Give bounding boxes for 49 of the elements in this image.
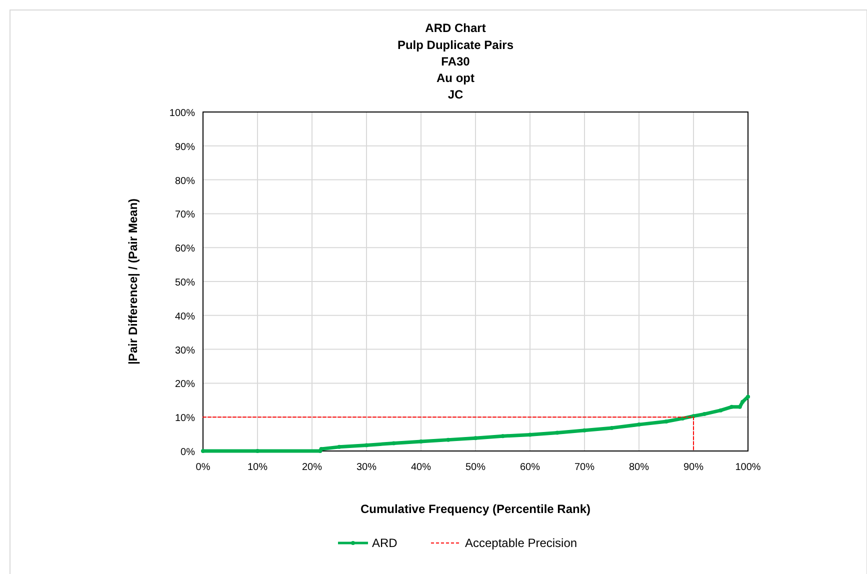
legend-label: ARD	[372, 536, 398, 550]
chart-title: ARD Chart	[425, 21, 486, 35]
y-tick-label: 30%	[174, 345, 196, 356]
legend-label: Acceptable Precision	[465, 536, 578, 550]
point	[746, 394, 750, 399]
point	[610, 426, 614, 430]
chart-subtitle: Pulp Duplicate Pairs FA30 Au opt JC	[397, 38, 514, 102]
x-tick-label: 70%	[574, 462, 595, 473]
y-axis-title: |Pair Difference| / (Pair Mean)	[126, 198, 140, 365]
x-tick-label: 100%	[735, 462, 761, 473]
x-tick-label: 60%	[520, 462, 540, 473]
y-tick-label: 40%	[174, 311, 196, 322]
point	[702, 412, 706, 416]
y-tick-label: 10%	[174, 413, 196, 424]
x-tick-label: 50%	[465, 462, 486, 473]
point	[319, 446, 324, 451]
point	[364, 443, 368, 448]
y-tick-label: 60%	[174, 244, 196, 255]
point	[201, 449, 205, 453]
y-tick-label: 70%	[174, 210, 196, 221]
x-axis-title: Cumulative Frequency (Percentile Rank)	[360, 502, 591, 516]
x-tick-label: 20%	[302, 462, 322, 473]
y-tick-label: 80%	[174, 176, 196, 187]
point	[718, 408, 723, 412]
x-tick-label: 30%	[356, 462, 377, 473]
y-tick-label: 90%	[174, 142, 196, 153]
x-tick-label: 90%	[683, 462, 704, 473]
point	[582, 428, 586, 432]
point	[474, 436, 478, 440]
point	[446, 438, 450, 442]
x-tick-label: 10%	[247, 462, 268, 473]
point	[730, 404, 734, 409]
point	[738, 404, 742, 409]
y-tick-label: 0%	[180, 447, 196, 458]
point	[740, 400, 745, 404]
x-tick-label: 40%	[410, 462, 432, 473]
point	[528, 432, 532, 437]
y-tick-label: 20%	[174, 379, 196, 390]
y-tick-label: 50%	[174, 278, 196, 288]
x-tick-label: 80%	[628, 462, 650, 473]
point	[555, 430, 560, 435]
point	[392, 441, 396, 446]
point	[419, 440, 423, 444]
x-tick-label: 0%	[196, 462, 210, 473]
point	[637, 422, 641, 427]
line-series	[201, 394, 750, 453]
point	[256, 449, 260, 453]
y-tick-label: 100%	[169, 108, 196, 119]
point	[664, 420, 668, 424]
